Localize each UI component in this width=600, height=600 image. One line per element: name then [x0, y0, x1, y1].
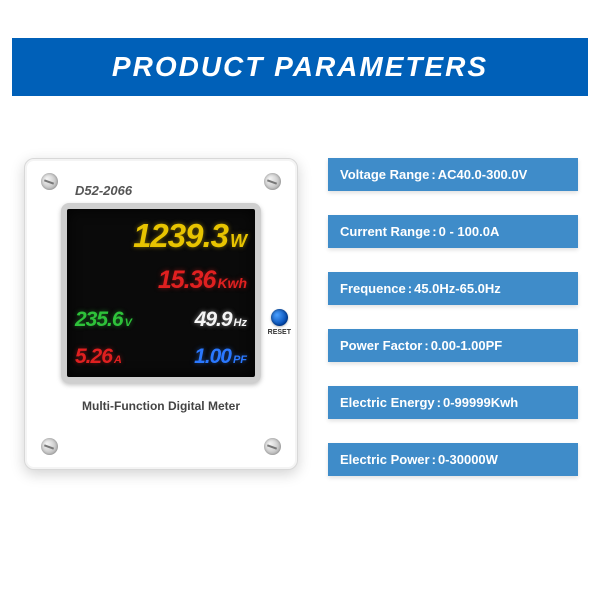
energy-unit: Kwh — [217, 276, 247, 290]
header-banner: PRODUCT PARAMETERS — [12, 38, 588, 96]
param-value: AC40.0-300.0V — [438, 167, 528, 182]
meter-device: D52-2066 1239.3 W 15.36 Kwh 235.6 V 49.9… — [24, 158, 298, 470]
param-label: Current Range — [340, 224, 430, 239]
display-energy: 15.36 Kwh — [75, 268, 247, 293]
reset-button[interactable] — [271, 309, 288, 326]
lcd-screen: 1239.3 W 15.36 Kwh 235.6 V 49.9 Hz 5.26 … — [61, 203, 261, 383]
param-sep: : — [431, 167, 435, 182]
param-sep: : — [432, 224, 436, 239]
param-electric-energy: Electric Energy : 0-99999Kwh — [328, 386, 578, 419]
param-label: Frequence — [340, 281, 406, 296]
param-power-factor: Power Factor : 0.00-1.00PF — [328, 329, 578, 362]
current-value: 5.26 — [75, 346, 112, 367]
param-sep: : — [437, 395, 441, 410]
pf-value: 1.00 — [194, 346, 231, 367]
screw-icon — [264, 173, 281, 190]
screw-icon — [41, 438, 58, 455]
param-value: 0-99999Kwh — [443, 395, 518, 410]
display-voltage-frequency: 235.6 V 49.9 Hz — [75, 309, 247, 330]
reset-label: RESET — [268, 329, 291, 336]
device-subtitle: Multi-Function Digital Meter — [25, 399, 297, 413]
param-current-range: Current Range : 0 - 100.0A — [328, 215, 578, 248]
param-sep: : — [424, 338, 428, 353]
screw-icon — [41, 173, 58, 190]
param-value: 0 - 100.0A — [439, 224, 500, 239]
param-value: 0.00-1.00PF — [431, 338, 503, 353]
param-voltage-range: Voltage Range : AC40.0-300.0V — [328, 158, 578, 191]
power-unit: W — [230, 232, 247, 250]
frequency-value: 49.9 — [195, 309, 232, 330]
energy-value: 15.36 — [158, 268, 216, 293]
voltage-unit: V — [125, 318, 132, 329]
screw-icon — [264, 438, 281, 455]
param-label: Electric Energy — [340, 395, 435, 410]
current-unit: A — [114, 355, 122, 366]
display-current-pf: 5.26 A 1.00 PF — [75, 346, 247, 367]
model-label: D52-2066 — [75, 183, 132, 198]
param-sep: : — [408, 281, 412, 296]
page-title: PRODUCT PARAMETERS — [112, 51, 488, 83]
param-label: Electric Power — [340, 452, 430, 467]
parameter-list: Voltage Range : AC40.0-300.0V Current Ra… — [328, 158, 578, 476]
param-sep: : — [432, 452, 436, 467]
display-power: 1239.3 W — [75, 219, 247, 252]
param-frequence: Frequence : 45.0Hz-65.0Hz — [328, 272, 578, 305]
reset-area: RESET — [268, 309, 291, 336]
power-value: 1239.3 — [133, 219, 228, 252]
frequency-unit: Hz — [234, 318, 247, 329]
pf-unit: PF — [233, 355, 247, 366]
param-label: Power Factor — [340, 338, 422, 353]
param-electric-power: Electric Power : 0-30000W — [328, 443, 578, 476]
param-label: Voltage Range — [340, 167, 429, 182]
param-value: 0-30000W — [438, 452, 498, 467]
voltage-value: 235.6 — [75, 309, 123, 330]
param-value: 45.0Hz-65.0Hz — [414, 281, 501, 296]
